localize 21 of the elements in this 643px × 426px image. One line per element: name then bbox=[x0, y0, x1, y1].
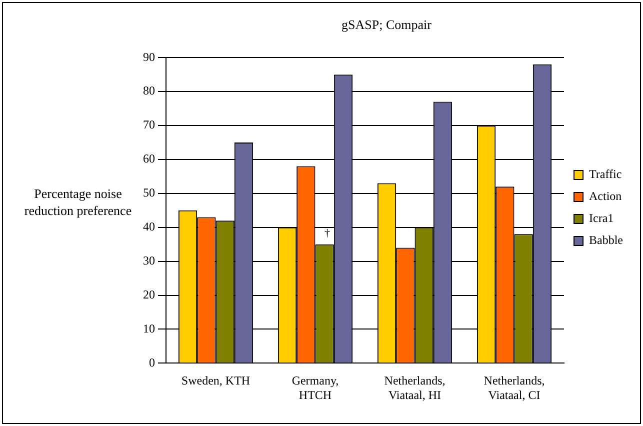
y-axis-title: Percentage noise reduction preference bbox=[24, 186, 132, 218]
legend-label: Traffic bbox=[589, 167, 622, 182]
y-tick-label: 50 bbox=[143, 186, 155, 200]
y-tick-label: 30 bbox=[143, 253, 155, 268]
legend-label: Action bbox=[589, 189, 622, 204]
y-tick-label: 10 bbox=[143, 321, 155, 336]
x-tick-label: Germany, HTCH bbox=[292, 374, 339, 402]
x-tick-label: Netherlands, Viataal, HI bbox=[384, 374, 446, 402]
legend-label: Icra1 bbox=[589, 211, 614, 226]
y-tick-label: 0 bbox=[149, 355, 155, 370]
legend-label: Babble bbox=[589, 233, 624, 248]
x-tick-label: Netherlands, Viataal, CI bbox=[484, 374, 545, 402]
y-tick-label: 80 bbox=[143, 84, 155, 98]
y-tick-label: 40 bbox=[143, 220, 155, 234]
x-tick-label: Sweden, KTH bbox=[181, 374, 250, 388]
y-tick-label: 20 bbox=[143, 287, 155, 302]
chart-title: gSASP; Compair bbox=[342, 17, 432, 32]
annotation: † bbox=[324, 227, 331, 240]
y-tick-label: 70 bbox=[143, 118, 155, 132]
y-tick-label: 90 bbox=[143, 50, 155, 64]
y-tick-label: 60 bbox=[143, 152, 155, 166]
